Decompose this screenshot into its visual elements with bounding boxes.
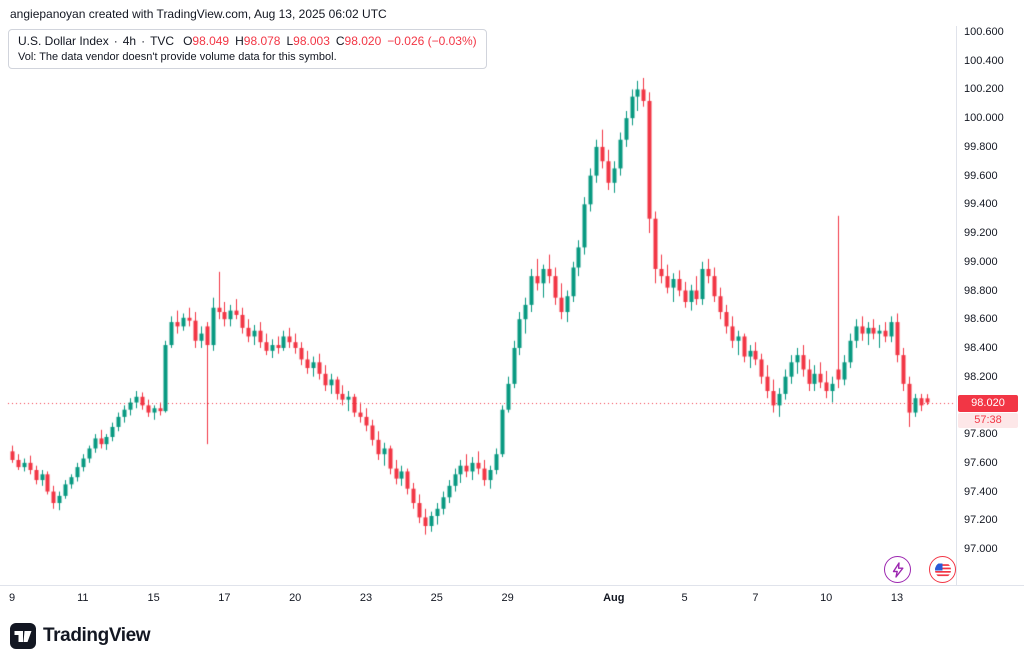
time-axis-label: 7	[752, 592, 759, 604]
ohlc-values: O 98.049 H 98.078 L 98.003 C 98.020	[183, 34, 381, 48]
ohlc-key: C	[335, 34, 345, 48]
time-axis-label: 15	[147, 592, 160, 604]
time-axis-label: Aug	[603, 592, 625, 604]
chart-legend: U.S. Dollar Index · 4h · TVC O 98.049 H 98.…	[8, 29, 487, 69]
ohlc-key: H	[235, 34, 244, 48]
time-axis-label: 5	[681, 592, 688, 604]
price-axis-label: 97.000	[964, 543, 998, 555]
change-value: −0.026 (−0.03%)	[387, 34, 477, 48]
separator-dot: ·	[113, 34, 118, 48]
price-axis-label: 99.600	[964, 169, 998, 182]
time-axis-label: 10	[820, 592, 833, 604]
time-axis-label: 23	[359, 592, 373, 604]
time-axis-label: 13	[890, 592, 904, 604]
symbol-name[interactable]: U.S. Dollar Index	[18, 34, 109, 48]
price-axis-label: 99.200	[964, 227, 998, 240]
price-axis-label: 100.200	[964, 83, 1004, 96]
lightning-glyph	[892, 561, 903, 578]
volume-note: Vol: The data vendor doesn't provide vol…	[18, 51, 337, 63]
price-axis-label: 98.400	[964, 341, 998, 354]
time-axis-label: 25	[430, 592, 443, 604]
price-axis-label: 99.400	[964, 198, 998, 211]
time-axis-label: 20	[289, 592, 302, 604]
time-axis-label: 11	[77, 592, 89, 604]
time-axis-label: 29	[501, 592, 514, 604]
last-price-badge: 98.020	[958, 394, 1018, 412]
tradingview-logo-text: TradingView	[43, 625, 151, 646]
price-axis-label: 100.600	[964, 26, 1004, 38]
price-axis-label: 100.400	[964, 54, 1004, 67]
tradingview-logo[interactable]: TradingView	[10, 623, 151, 649]
time-axis-label: 9	[8, 592, 16, 604]
price-axis-label: 98.200	[964, 370, 998, 383]
price-axis-label: 99.000	[964, 255, 998, 268]
us-flag-icon[interactable]	[929, 556, 956, 583]
tradingview-logo-mark	[10, 623, 36, 649]
ohlc-value: 98.049	[192, 34, 230, 48]
price-axis-label: 97.600	[964, 456, 998, 469]
price-axis-label: 97.400	[964, 485, 998, 498]
interval-label[interactable]: 4h	[122, 34, 137, 48]
ohlc-value: 98.020	[344, 34, 382, 48]
us-flag-glyph	[934, 561, 951, 578]
exchange-label: TVC	[150, 34, 175, 48]
attribution-text: angiepanoyan created with TradingView.co…	[10, 7, 387, 21]
time-axis[interactable]: 9 11 15 17 20 23 25 29 Aug 5 7 10 13	[0, 585, 1024, 615]
price-axis-label: 98.800	[964, 284, 998, 297]
ohlc-value: 98.003	[293, 34, 330, 48]
price-axis-label: 97.800	[964, 428, 998, 441]
time-axis-label: 17	[218, 592, 231, 604]
ohlc-key: O	[183, 34, 193, 48]
ohlc-value: 98.078	[243, 34, 281, 48]
bar-countdown: 57:38	[958, 412, 1018, 428]
separator-dot: ·	[141, 34, 146, 48]
price-axis[interactable]: 100.600 100.400 100.200 100.000 99.800 99.600…	[956, 26, 1024, 585]
ohlc-key: L	[286, 34, 294, 48]
legend-symbol-row: U.S. Dollar Index · 4h · TVC O 98.049 H 98.…	[18, 34, 477, 48]
price-axis-label: 97.200	[964, 514, 998, 527]
lightning-boost-icon[interactable]	[884, 556, 911, 583]
price-axis-label: 100.000	[964, 112, 1004, 125]
price-axis-label: 98.600	[964, 313, 998, 326]
price-axis-label: 99.800	[964, 140, 998, 153]
